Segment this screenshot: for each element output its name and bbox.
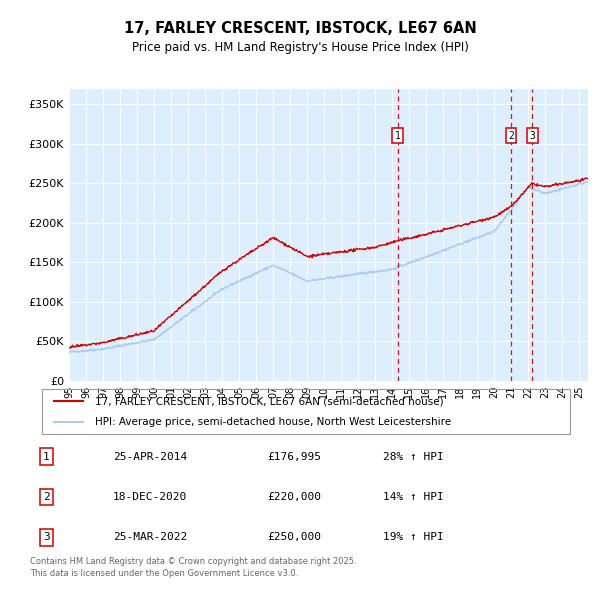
Text: 3: 3	[43, 532, 50, 542]
Text: 28% ↑ HPI: 28% ↑ HPI	[383, 452, 444, 462]
Text: 25-APR-2014: 25-APR-2014	[113, 452, 187, 462]
Text: Price paid vs. HM Land Registry's House Price Index (HPI): Price paid vs. HM Land Registry's House …	[131, 41, 469, 54]
Text: This data is licensed under the Open Government Licence v3.0.: This data is licensed under the Open Gov…	[30, 569, 298, 578]
Text: 18-DEC-2020: 18-DEC-2020	[113, 492, 187, 502]
Text: 1: 1	[395, 131, 401, 141]
Text: 17, FARLEY CRESCENT, IBSTOCK, LE67 6AN (semi-detached house): 17, FARLEY CRESCENT, IBSTOCK, LE67 6AN (…	[95, 396, 443, 407]
Text: £220,000: £220,000	[268, 492, 322, 502]
Text: 19% ↑ HPI: 19% ↑ HPI	[383, 532, 444, 542]
Text: 2: 2	[43, 492, 50, 502]
Text: Contains HM Land Registry data © Crown copyright and database right 2025.: Contains HM Land Registry data © Crown c…	[30, 558, 356, 566]
Text: HPI: Average price, semi-detached house, North West Leicestershire: HPI: Average price, semi-detached house,…	[95, 417, 451, 427]
Text: 14% ↑ HPI: 14% ↑ HPI	[383, 492, 444, 502]
Text: 3: 3	[529, 131, 535, 141]
Text: £250,000: £250,000	[268, 532, 322, 542]
Text: £176,995: £176,995	[268, 452, 322, 462]
Text: 17, FARLEY CRESCENT, IBSTOCK, LE67 6AN: 17, FARLEY CRESCENT, IBSTOCK, LE67 6AN	[124, 21, 476, 35]
Text: 2: 2	[508, 131, 514, 141]
Text: 1: 1	[43, 452, 50, 462]
Text: 25-MAR-2022: 25-MAR-2022	[113, 532, 187, 542]
